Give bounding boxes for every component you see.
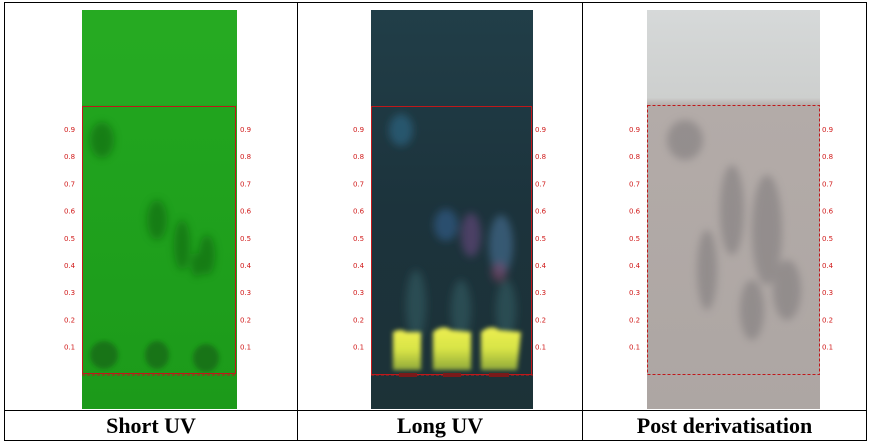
short-uv-frame (82, 106, 236, 374)
caption-short-uv: Short UV (4, 411, 297, 441)
tlc-plate-short-uv (82, 10, 237, 409)
panel-long-uv (297, 2, 582, 411)
long-uv-bands (393, 327, 521, 370)
tlc-figure: Short UV Long UV Post derivatisation (4, 2, 867, 441)
panel-post-derivatisation (582, 2, 867, 411)
tlc-plate-post-derivatisation (647, 10, 820, 409)
caption-row: Short UV Long UV Post derivatisation (4, 410, 867, 441)
post-derivatisation-frame (647, 105, 820, 375)
long-uv-spots (389, 114, 516, 340)
panel-short-uv (4, 2, 297, 411)
caption-long-uv: Long UV (297, 411, 582, 441)
caption-post-derivatisation: Post derivatisation (582, 411, 867, 441)
post-derivatisation-spots (667, 120, 801, 340)
short-uv-spots (90, 122, 215, 277)
tlc-plate-long-uv (371, 10, 533, 409)
